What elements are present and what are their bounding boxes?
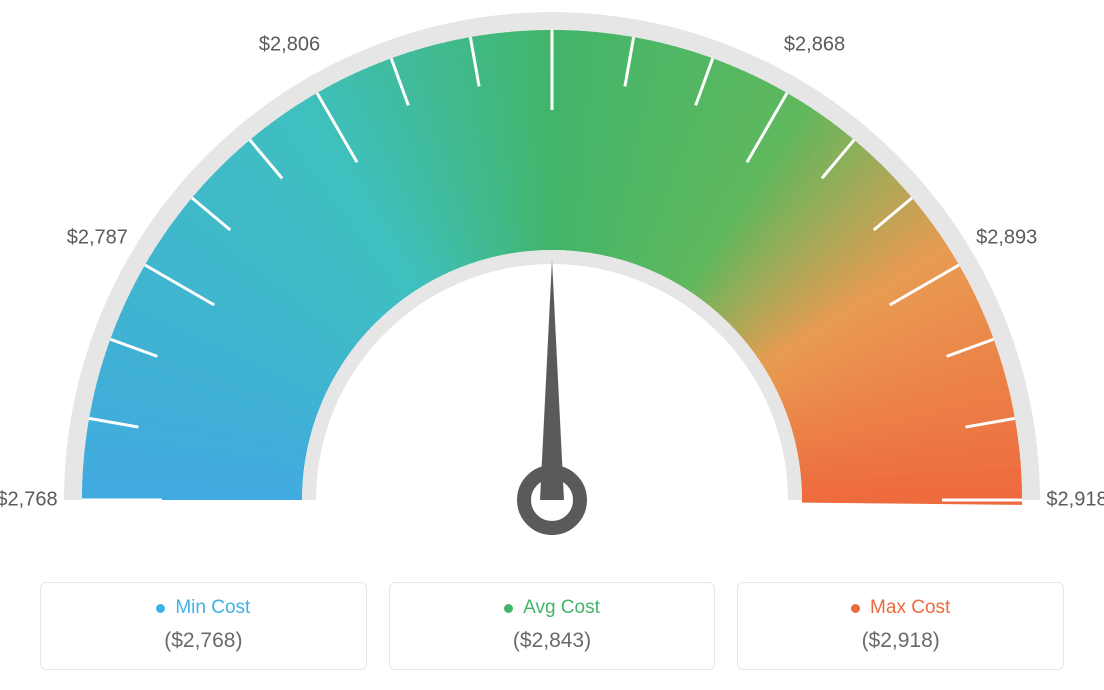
min-cost-card: Min Cost ($2,768) — [40, 582, 367, 670]
gauge-tick-label: $2,768 — [0, 489, 58, 512]
max-cost-label: Max Cost — [870, 597, 950, 619]
min-dot-icon — [156, 604, 165, 613]
max-cost-value: ($2,918) — [756, 629, 1045, 653]
min-cost-value: ($2,768) — [59, 629, 348, 653]
avg-cost-label: Avg Cost — [523, 597, 600, 619]
max-cost-card: Max Cost ($2,918) — [737, 582, 1064, 670]
min-cost-label: Min Cost — [175, 597, 250, 619]
avg-cost-value: ($2,843) — [408, 629, 697, 653]
gauge-tick-label: $2,868 — [784, 34, 845, 57]
avg-cost-card: Avg Cost ($2,843) — [389, 582, 716, 670]
gauge-svg — [0, 0, 1104, 560]
summary-row: Min Cost ($2,768) Avg Cost ($2,843) Max … — [0, 582, 1104, 670]
gauge-tick-label: $2,787 — [67, 226, 128, 249]
max-dot-icon — [851, 604, 860, 613]
cost-gauge-widget: $2,768$2,787$2,806$2,843$2,868$2,893$2,9… — [0, 0, 1104, 690]
gauge-chart: $2,768$2,787$2,806$2,843$2,868$2,893$2,9… — [0, 0, 1104, 560]
min-cost-label-row: Min Cost — [59, 597, 348, 619]
gauge-tick-label: $2,918 — [1046, 489, 1104, 512]
gauge-tick-label: $2,806 — [259, 34, 320, 57]
avg-dot-icon — [504, 604, 513, 613]
gauge-tick-label: $2,893 — [976, 226, 1037, 249]
avg-cost-label-row: Avg Cost — [408, 597, 697, 619]
max-cost-label-row: Max Cost — [756, 597, 1045, 619]
